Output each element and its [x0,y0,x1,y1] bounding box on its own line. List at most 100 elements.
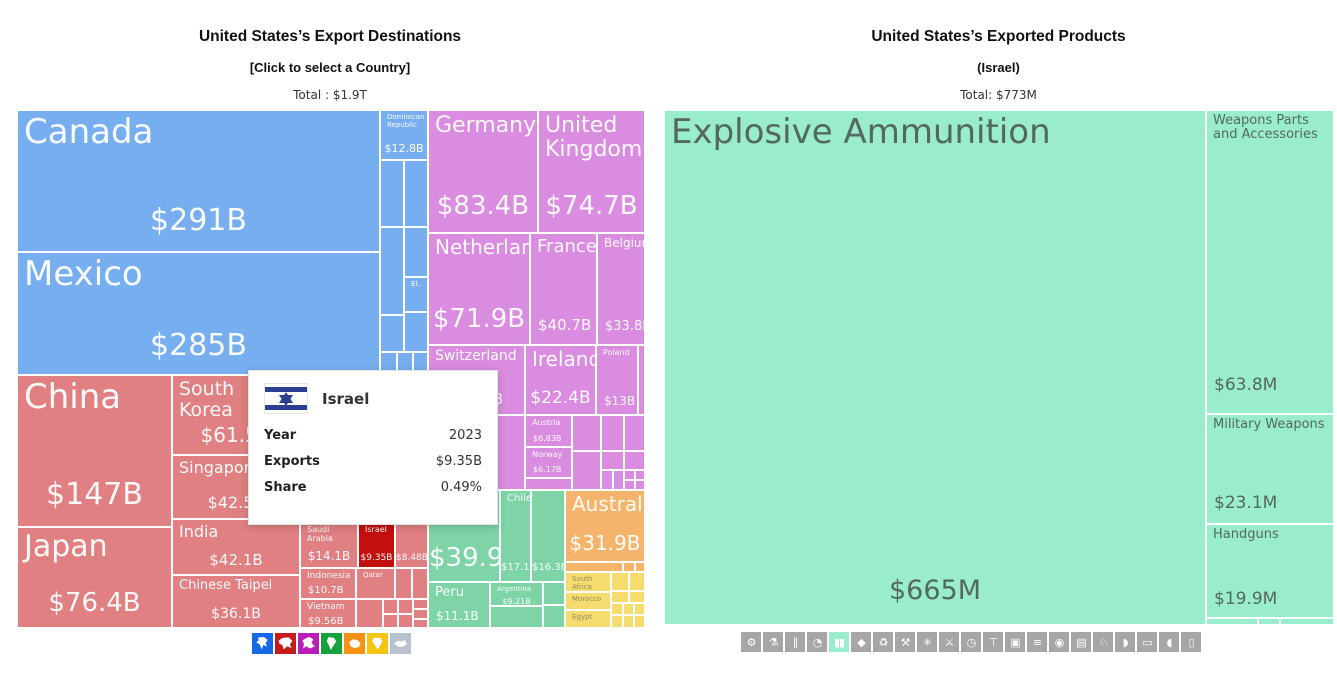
cell-australia[interactable]: Australia $31.9B [565,490,645,562]
treemap-cell[interactable] [601,470,613,490]
category-ammunition-button[interactable]: ▮▮ [829,632,849,652]
treemap-cell[interactable] [413,599,428,609]
treemap-cell[interactable] [413,619,428,628]
legend-south-america-button[interactable] [321,633,342,654]
cell-norway[interactable]: Norway $6.17B [525,447,572,478]
treemap-cell[interactable] [624,451,645,470]
treemap-cell[interactable] [356,599,383,628]
cell-south-africa[interactable]: South Africa$6.85B [565,572,611,592]
treemap-cell[interactable] [635,470,645,480]
cell-canada[interactable]: Canada $291B [17,110,380,252]
category-clocks-button[interactable]: ◷ [961,632,981,652]
cell-qatar[interactable]: Qatar [356,568,395,599]
treemap-cell[interactable] [634,615,645,628]
treemap-cell[interactable] [634,603,645,615]
treemap-cell[interactable] [611,591,629,603]
cell-mexico[interactable]: Mexico $285B [17,252,380,375]
treemap-cell[interactable] [629,591,645,603]
treemap-cell[interactable] [404,160,428,227]
category-machinery-button[interactable]: ⚙ [741,632,761,652]
category-instruments-button[interactable]: ◔ [807,632,827,652]
treemap-cell[interactable] [624,415,645,451]
treemap-cell[interactable] [623,562,635,572]
category-arts-button[interactable]: ▤ [1071,632,1091,652]
category-hides-button[interactable]: ◖ [1159,632,1179,652]
treemap-cell[interactable] [383,614,398,628]
treemap-cell[interactable] [572,415,601,451]
category-precious-stones-button[interactable]: ◆ [851,632,871,652]
cell-france[interactable]: France $40.7B [530,233,597,345]
cell-peru[interactable]: Peru $11.1B [428,582,490,628]
cell-dominican-republic[interactable]: Dominican Republic $12.8B [380,110,428,160]
treemap-cell[interactable] [635,562,645,572]
legend-europe-button[interactable] [298,633,319,654]
cell-morocco[interactable]: Morocco [565,592,611,610]
treemap-cell[interactable] [398,614,413,628]
treemap-cell[interactable] [1280,618,1334,625]
treemap-cell[interactable] [1258,618,1280,625]
category-footwear-button[interactable]: ◗ [1115,632,1135,652]
cell-handguns[interactable]: Handguns $19.9M [1206,524,1334,618]
treemap-cell[interactable] [490,606,543,628]
treemap-cell[interactable] [404,312,428,352]
treemap-cell[interactable] [1206,618,1258,625]
treemap-cell[interactable] [380,227,404,315]
category-packaging-button[interactable]: ▣ [1005,632,1025,652]
treemap-cell[interactable]: $16.3B [531,490,565,582]
category-chemicals-button[interactable]: ⚗ [763,632,783,652]
legend-africa-button[interactable] [367,633,388,654]
treemap-cell[interactable] [380,315,404,352]
treemap-cell[interactable] [624,470,635,480]
treemap-cell[interactable] [395,568,412,599]
cell-indonesia[interactable]: Indonesia $10.7B [300,568,356,599]
cell-japan[interactable]: Japan $76.4B [17,527,172,628]
treemap-cell[interactable] [398,599,413,614]
treemap-cell[interactable] [601,451,624,470]
treemap-cell[interactable] [611,572,629,591]
cell-belgium[interactable]: Belgium $33.8B [597,233,645,345]
treemap-cell[interactable] [624,480,635,490]
category-foodstuffs-button[interactable]: ◉ [1049,632,1069,652]
category-metals-button[interactable]: ⚒ [895,632,915,652]
treemap-cell[interactable] [611,615,623,628]
category-textiles-button[interactable]: ⊤ [983,632,1003,652]
treemap-cell[interactable] [543,605,565,628]
cell-explosive-ammunition[interactable]: Explosive Ammunition $665M [664,110,1206,625]
cell-military-weapons[interactable]: Military Weapons $23.1M [1206,414,1334,524]
category-transportation-button[interactable]: ∥ [785,632,805,652]
left-subtitle[interactable]: [Click to select a Country] [249,60,411,75]
cell-vietnam[interactable]: Vietnam $9.56B [300,599,356,628]
cell-argentina[interactable]: Argentina $9.21B [490,582,543,606]
cell-el-salvador[interactable]: El.. [404,277,428,312]
treemap-cell[interactable] [380,160,404,227]
treemap-cell[interactable] [635,480,645,490]
treemap-cell[interactable] [613,470,624,490]
category-appliances-button[interactable]: ▯ [1181,632,1201,652]
cell-netherlands[interactable]: Netherlands $71.9B [428,233,530,345]
category-animal-products-button[interactable]: ♘ [1093,632,1113,652]
treemap-cell[interactable] [572,451,601,490]
cell-saudi-arabia[interactable]: Saudi Arabia $14.1B [300,522,358,568]
legend-antarctica-button[interactable] [390,633,411,654]
cell-chile[interactable]: Chile $17.1B [500,490,531,582]
treemap-cell[interactable] [404,227,428,277]
treemap-cell[interactable] [601,415,624,451]
treemap-cell[interactable] [412,568,428,599]
cell-chinese-taipei[interactable]: Chinese Taipei $36.1B [172,575,300,628]
treemap-cell[interactable] [413,609,428,619]
treemap-cell[interactable]: $8.48B [395,522,428,568]
cell-ireland[interactable]: Ireland $22.4B [525,345,596,415]
cell-united-kingdom[interactable]: United Kingdom $74.7B [538,110,645,233]
cell-austria[interactable]: Austria $6.83B [525,415,572,447]
category-precision-tools-button[interactable]: ▭ [1137,632,1157,652]
treemap-cell[interactable] [383,599,398,614]
treemap-cell[interactable] [638,345,645,415]
cell-india[interactable]: India $42.1B [172,519,300,575]
cell-poland[interactable]: Poland $13B [596,345,638,415]
cell-israel[interactable]: Israel $9.35B [358,522,395,568]
treemap-cell[interactable] [543,582,565,605]
legend-oceania-button[interactable] [344,633,365,654]
treemap-cell[interactable] [525,478,572,490]
category-recyclables-button[interactable]: ♻ [873,632,893,652]
category-vegetable-products-button[interactable]: ✳ [917,632,937,652]
